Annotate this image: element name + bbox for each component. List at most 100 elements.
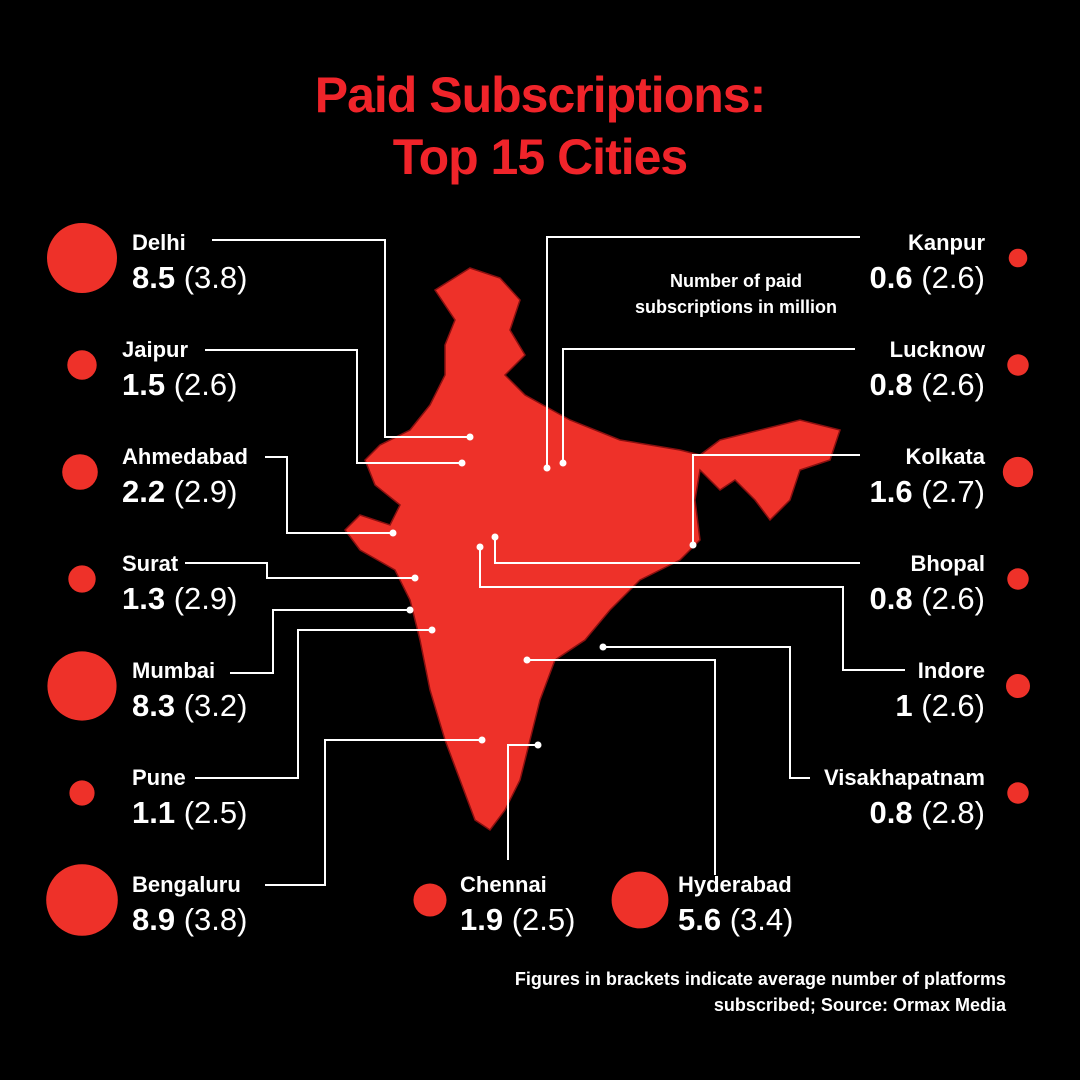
subscriptions: 1.5 [122,367,165,402]
footnote-line: Figures in brackets indicate average num… [515,969,1006,989]
note-line: Number of paid [670,271,802,291]
city-name: Hyderabad [678,872,792,897]
leader-dot [534,741,542,749]
leader-dot [428,626,436,634]
leader-line [265,739,482,886]
city-label: Ahmedabad 2.2 (2.9) [122,444,248,509]
platforms: (2.6) [921,260,985,295]
city-name: Kolkata [906,444,986,469]
city-value: 0.8 (2.6) [870,581,985,616]
city-label: Lucknow 0.8 (2.6) [870,337,986,402]
subscriptions: 8.5 [132,260,175,295]
footnote-line: subscribed; Source: Ormax Media [714,995,1007,1015]
subscriptions: 2.2 [122,474,165,509]
bubble [1007,354,1029,376]
bubble [46,864,118,936]
city-label: Kolkata 1.6 (2.7) [870,444,986,509]
city-label: Hyderabad 5.6 (3.4) [678,872,793,937]
leader-line [185,562,415,579]
city-name: Bhopal [910,551,985,576]
city-name: Chennai [460,872,547,897]
bubble [1006,674,1030,698]
bubble [1002,456,1034,488]
leader-line [562,348,855,463]
city-label: Kanpur 0.6 (2.6) [870,230,986,295]
platforms: (2.5) [512,902,576,937]
platforms: (2.9) [174,581,238,616]
bubble [611,871,669,929]
subscriptions: 0.8 [870,581,913,616]
city-label: Mumbai 8.3 (3.2) [132,658,247,723]
city-name: Bengaluru [132,872,241,897]
bubble [1007,568,1029,590]
city-value: 8.9 (3.8) [132,902,247,937]
bubble [1007,782,1029,804]
subscriptions: 1.6 [870,474,913,509]
city-name: Surat [122,551,179,576]
platforms: (3.8) [184,260,248,295]
city-value: 1.1 (2.5) [132,795,247,830]
note-line: subscriptions in million [635,297,837,317]
platforms: (2.5) [184,795,248,830]
bubble [1008,248,1028,268]
city-label: Chennai 1.9 (2.5) [460,872,575,937]
city-label: Delhi 8.5 (3.8) [132,230,247,295]
city-value: 2.2 (2.9) [122,474,237,509]
leader-dot [406,606,414,614]
leader-line [603,646,810,779]
city-label: Bhopal 0.8 (2.6) [870,551,985,616]
leader-dot [458,459,466,467]
city-value: 0.6 (2.6) [870,260,985,295]
subscriptions: 1 [895,688,912,723]
city-value: 8.3 (3.2) [132,688,247,723]
india-map [344,267,841,832]
platforms: (2.6) [921,581,985,616]
city-name: Visakhapatnam [824,765,985,790]
leader-dot [543,464,551,472]
city-label: Bengaluru 8.9 (3.8) [132,872,247,937]
platforms: (3.4) [730,902,794,937]
platforms: (2.7) [921,474,985,509]
leader-line [507,744,538,860]
city-label: Surat 1.3 (2.9) [122,551,237,616]
leader-dot [689,541,697,549]
city-value: 5.6 (3.4) [678,902,793,937]
leader-line [205,349,462,464]
bubble [413,883,447,917]
subscriptions: 1.1 [132,795,175,830]
platforms: (2.6) [174,367,238,402]
bubble [69,780,95,806]
leader-line [494,537,860,564]
leader-line [692,454,860,545]
bubble [67,350,97,380]
platforms: (2.9) [174,474,238,509]
leader-dot [491,533,499,541]
city-name: Lucknow [890,337,986,362]
city-value: 8.5 (3.8) [132,260,247,295]
leader-lines [185,236,905,886]
platforms: (3.2) [184,688,248,723]
city-name: Ahmedabad [122,444,248,469]
subscriptions: 0.8 [870,795,913,830]
bubble [47,651,117,721]
title-line: Paid Subscriptions: [315,67,766,123]
city-label: Pune 1.1 (2.5) [132,765,247,830]
city-value: 0.8 (2.8) [870,795,985,830]
subscriptions: 8.3 [132,688,175,723]
city-value: 1.6 (2.7) [870,474,985,509]
city-name: Kanpur [908,230,985,255]
leader-line [195,629,432,779]
city-value: 1.5 (2.6) [122,367,237,402]
city-value: 1.9 (2.5) [460,902,575,937]
subscriptions: 5.6 [678,902,721,937]
bubble [47,223,117,293]
leader-dot [523,656,531,664]
leader-dot [466,433,474,441]
leader-dot [411,574,419,582]
subscriptions: 1.3 [122,581,165,616]
leader-line [546,236,860,468]
leader-line [527,659,716,875]
subscriptions: 1.9 [460,902,503,937]
leader-line [265,456,393,534]
